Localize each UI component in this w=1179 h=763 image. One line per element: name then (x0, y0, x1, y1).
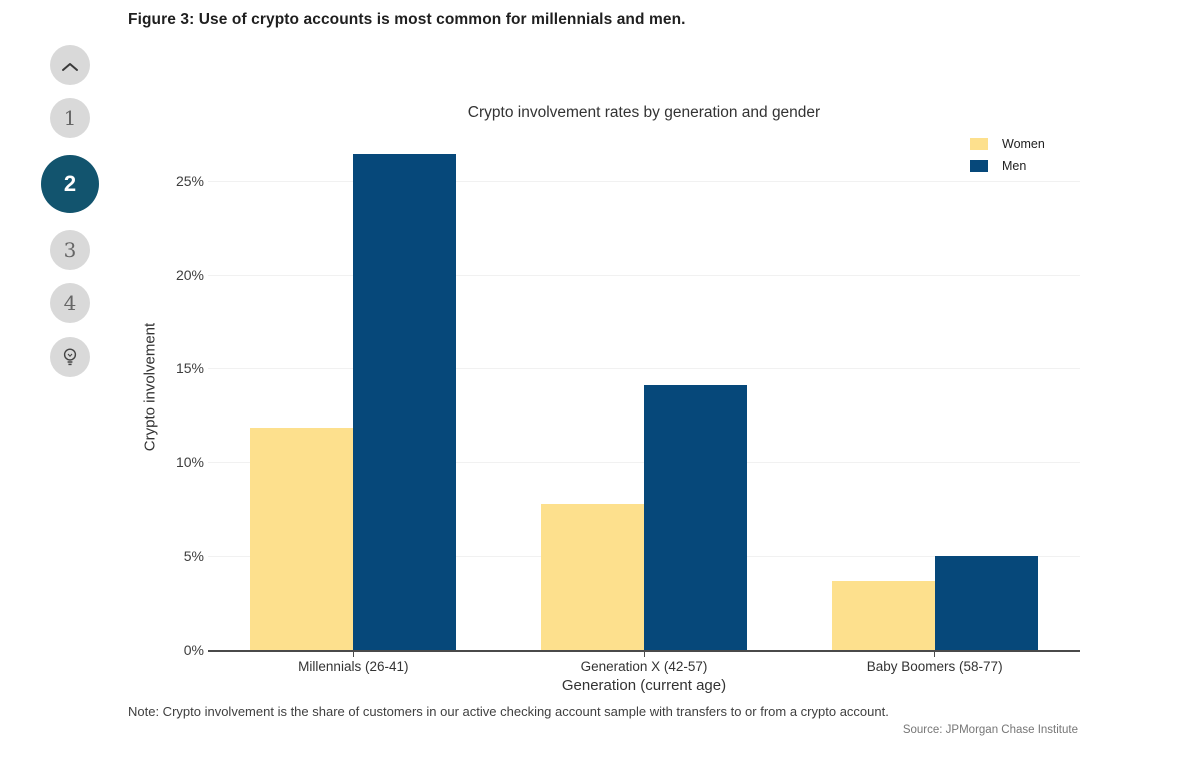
y-tick-label: 5% (183, 548, 204, 565)
legend-swatch (970, 160, 988, 172)
figure-title: Figure 3: Use of crypto accounts is most… (128, 11, 686, 28)
legend: Women Men (970, 133, 1045, 177)
tips-button[interactable] (50, 337, 90, 377)
note-text: Note: Crypto involvement is the share of… (128, 704, 889, 719)
source-text: Source: JPMorgan Chase Institute (902, 724, 1078, 736)
gridline (208, 274, 1080, 276)
legend-item-men: Men (970, 155, 1045, 177)
x-category-label: Millennials (26-41) (298, 659, 409, 674)
step-button-3[interactable]: 3 (50, 230, 90, 270)
step-button-2[interactable]: 2 (41, 155, 99, 213)
bar-women (541, 503, 644, 650)
y-tick-label: 25% (175, 172, 204, 189)
bar-men (353, 154, 457, 650)
bar-women (250, 428, 354, 650)
legend-label: Men (1002, 159, 1027, 173)
x-category-label: Generation X (42-57) (580, 659, 708, 674)
y-tick-label: 20% (175, 266, 204, 283)
x-category-label: Baby Boomers (58-77) (866, 659, 1003, 674)
legend-label: Women (1002, 137, 1045, 151)
scroll-up-button[interactable] (50, 45, 90, 85)
step-button-1[interactable]: 1 (50, 98, 90, 138)
y-tick-label: 0% (183, 642, 204, 658)
y-axis-labels: 0% 5% 10% 15% 20% 25% (126, 0, 204, 763)
bar-men (644, 385, 747, 650)
y-tick-label: 15% (175, 360, 204, 377)
x-axis-title: Generation (current age) (561, 677, 727, 694)
step-label-3: 3 (63, 238, 77, 262)
y-tick-label: 10% (175, 454, 204, 471)
step-label-2: 2 (63, 171, 77, 196)
gridline (208, 180, 1080, 182)
bar-men (934, 556, 1038, 650)
lightbulb-icon (60, 346, 80, 368)
plot-area: Millennials (26-41) Generation X (42-57) B… (208, 130, 1080, 674)
legend-item-women: Women (970, 133, 1045, 155)
x-tick-mark (934, 652, 936, 657)
chevron-up-icon (61, 53, 79, 77)
bar-women (831, 580, 935, 650)
chart-title: Crypto involvement rates by generation a… (467, 104, 821, 121)
step-label-1: 1 (63, 106, 77, 130)
step-label-4: 4 (63, 291, 77, 315)
legend-swatch (970, 138, 988, 150)
x-tick-mark (643, 652, 645, 657)
gridline (208, 368, 1080, 370)
step-button-4[interactable]: 4 (50, 283, 90, 323)
x-tick-mark (352, 652, 354, 657)
